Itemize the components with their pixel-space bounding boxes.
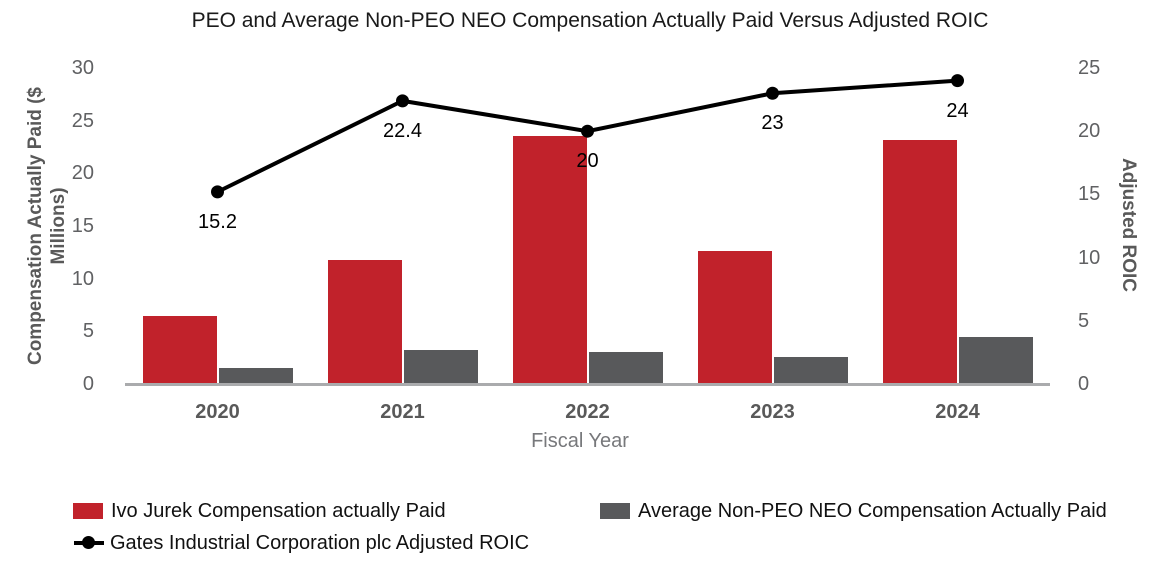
chart-title: PEO and Average Non-PEO NEO Compensation… — [191, 9, 989, 32]
line-data-label-2020: 15.2 — [198, 210, 237, 233]
bar-peo-2021 — [327, 259, 402, 384]
y-tick-left-5: 5 — [82, 320, 94, 343]
y-tick-left-15: 15 — [71, 215, 94, 237]
line-point-2021 — [396, 94, 409, 108]
x-axis-title: Fiscal Year — [531, 430, 629, 452]
x-tick-2024: 2024 — [935, 401, 980, 423]
line-point-2023 — [766, 86, 779, 100]
x-tick-2022: 2022 — [565, 401, 610, 423]
y-tick-right-5: 5 — [1078, 309, 1090, 332]
legend-item-peo: Ivo Jurek Compensation actually Paid — [73, 500, 446, 522]
line-point-2024 — [951, 74, 964, 88]
line-point-2022 — [581, 124, 594, 138]
legend-swatch-nonpeo — [600, 503, 630, 519]
bar-peo-2024 — [882, 139, 957, 384]
y-tick-right-0: 0 — [1078, 373, 1090, 395]
bar-nonpeo-2022 — [588, 352, 663, 384]
legend-label-nonpeo: Average Non-PEO NEO Compensation Actuall… — [638, 500, 1107, 522]
legend-item-roic: Gates Industrial Corporation plc Adjuste… — [74, 532, 529, 554]
line-point-2020 — [211, 185, 224, 199]
bar-peo-2020 — [142, 315, 217, 384]
bar-peo-2023 — [697, 251, 772, 384]
y-tick-left-25: 25 — [71, 109, 94, 132]
legend-item-nonpeo: Average Non-PEO NEO Compensation Actuall… — [600, 500, 1107, 522]
bar-nonpeo-2023 — [773, 356, 848, 384]
legend-label-peo: Ivo Jurek Compensation actually Paid — [111, 500, 446, 522]
legend-line-dot-marker — [74, 535, 104, 551]
line-data-label-2022: 20 — [576, 150, 599, 173]
y-tick-left-10: 10 — [71, 267, 94, 290]
y-tick-left-30: 30 — [71, 57, 94, 79]
bar-nonpeo-2024 — [958, 336, 1033, 384]
y-tick-right-10: 10 — [1078, 246, 1101, 269]
y-tick-left-20: 20 — [71, 162, 94, 185]
line-data-label-2023: 23 — [761, 112, 784, 135]
line-data-label-2024: 24 — [946, 99, 969, 122]
bar-peo-2022 — [512, 136, 587, 384]
x-tick-2020: 2020 — [195, 401, 240, 423]
y-tick-right-25: 25 — [1078, 57, 1101, 79]
x-tick-2023: 2023 — [750, 401, 795, 423]
legend-label-roic: Gates Industrial Corporation plc Adjuste… — [110, 532, 530, 554]
y-tick-right-15: 15 — [1078, 183, 1101, 206]
y-tick-right-20: 20 — [1078, 120, 1101, 143]
line-data-label-2021: 22.4 — [383, 119, 422, 142]
bar-nonpeo-2021 — [403, 350, 478, 384]
bar-nonpeo-2020 — [218, 368, 293, 384]
legend-swatch-peo — [73, 503, 103, 519]
x-axis-line — [125, 383, 1050, 386]
y-tick-left-0: 0 — [82, 373, 94, 395]
x-tick-2021: 2021 — [380, 401, 425, 423]
